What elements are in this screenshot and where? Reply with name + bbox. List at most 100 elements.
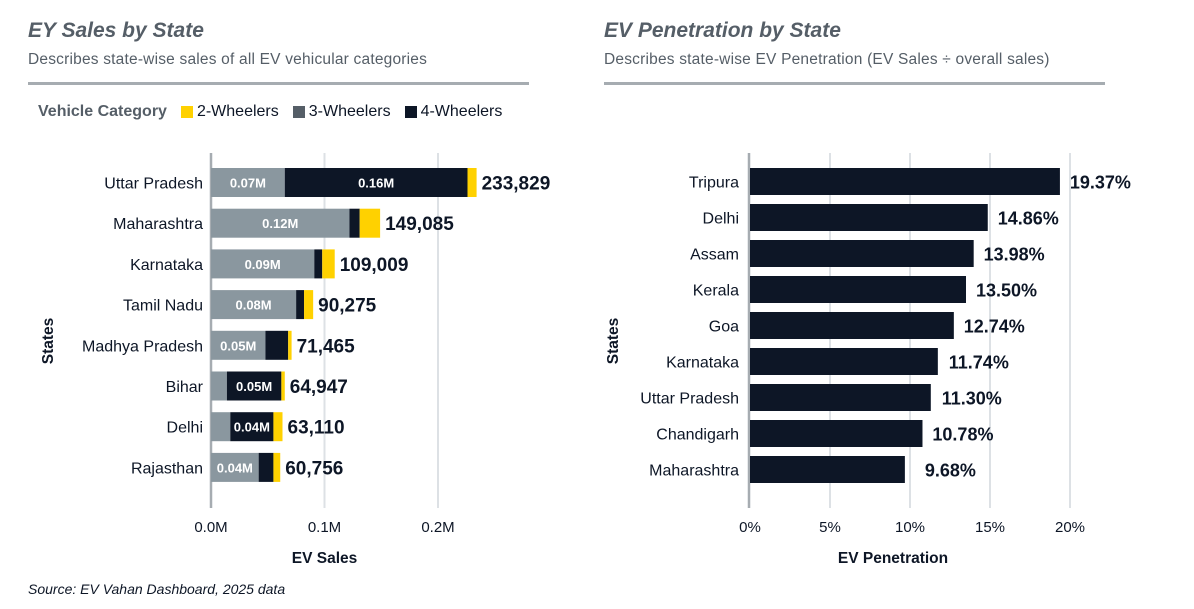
category-label: Maharashtra: [649, 463, 739, 480]
x-tick-label: 10%: [895, 519, 925, 536]
category-label: Goa: [709, 319, 739, 336]
bar-data-label: 9.68%: [925, 461, 976, 481]
bar-total-label: 64,947: [290, 377, 348, 398]
legend-item-3-wheelers[interactable]: 3-Wheelers: [292, 103, 391, 121]
category-label: Karnataka: [666, 355, 739, 372]
x-axis-title: EV Penetration: [838, 550, 948, 567]
y-axis-title: States: [40, 318, 57, 365]
legend-item-2-wheelers[interactable]: 2-Wheelers: [180, 103, 279, 121]
bar-segment-2-wheelers: [288, 330, 292, 360]
bar-segment-2-wheelers: [467, 168, 477, 197]
bar-data-label: 0.05M: [236, 379, 272, 394]
bar: [750, 420, 923, 447]
bar-total-label: 63,110: [288, 418, 345, 439]
bar-data-label: 0.05M: [220, 338, 256, 353]
category-label: Chandigarh: [656, 427, 739, 444]
sales-legend: Vehicle Category 2-Wheelers 3-Wheelers 4…: [38, 103, 516, 121]
bar-data-label: 0.07M: [230, 176, 266, 191]
legend-swatch-4-wheelers: [404, 106, 417, 118]
bar-segment-4-wheelers: [296, 290, 305, 320]
bar: [750, 456, 905, 483]
x-tick-label: 15%: [975, 519, 1005, 536]
bar-segment-3-wheelers: [211, 249, 315, 279]
bar-segment-3-wheelers: [211, 452, 259, 482]
bar-total-label: 71,465: [297, 336, 356, 357]
bar-data-label: 0.12M: [262, 216, 298, 231]
category-label: Tripura: [689, 175, 739, 192]
legend-title: Vehicle Category: [38, 103, 167, 120]
bar-segment-4-wheelers: [314, 249, 323, 279]
bar-data-label: 11.74%: [949, 353, 1009, 373]
bar-data-label: 0.16M: [358, 176, 394, 191]
bar: [750, 348, 938, 375]
x-tick-label: 0.1M: [308, 519, 341, 536]
category-label: Karnataka: [130, 257, 203, 274]
bar-segment-3-wheelers: [211, 412, 231, 442]
sales-title-rule: [28, 82, 529, 85]
bar-segment-2-wheelers: [281, 371, 285, 401]
bar-data-label: 0.08M: [235, 298, 271, 313]
bar-segment-4-wheelers: [265, 330, 289, 360]
x-tick-label: 0%: [739, 519, 761, 536]
bar-data-label: 11.30%: [942, 389, 1002, 409]
bar-data-label: 13.50%: [976, 281, 1037, 301]
category-label: Delhi: [703, 211, 739, 228]
category-label: Maharashtra: [113, 216, 203, 233]
bar-segment-4-wheelers: [349, 208, 360, 238]
source-note: Source: EV Vahan Dashboard, 2025 data: [28, 581, 286, 597]
x-axis-title: EV Sales: [292, 550, 358, 567]
category-label: Assam: [690, 247, 739, 264]
bar-segment-4-wheelers: [230, 412, 274, 442]
category-label: Madhya Pradesh: [82, 338, 203, 355]
bar-segment-2-wheelers: [273, 452, 281, 482]
sales-chart-subtitle: Describes state-wise sales of all EV veh…: [28, 51, 428, 68]
bar-segment-3-wheelers: [211, 290, 297, 320]
sales-chart: 0.0M 0.1M 0.2M EV Sales States Uttar Pradesh 0…: [40, 153, 551, 567]
legend-swatch-3-wheelers: [292, 106, 305, 118]
bar-data-label: 13.98%: [984, 245, 1045, 265]
x-tick-label: 5%: [819, 519, 841, 536]
category-label: Tamil Nadu: [123, 298, 203, 315]
penetration-title-rule: [604, 82, 1105, 85]
x-tick-label: 0.0M: [194, 519, 227, 536]
sales-chart-title: EY Sales by State: [28, 19, 204, 42]
bar-segment-3-wheelers: [211, 208, 350, 238]
y-axis-title: States: [605, 318, 622, 365]
bar-data-label: 12.74%: [964, 317, 1025, 337]
bar: [750, 276, 966, 303]
legend-label: 2-Wheelers: [196, 103, 279, 120]
category-label: Kerala: [693, 283, 739, 300]
bar-segment-3-wheelers: [211, 371, 227, 401]
bar-segment-2-wheelers: [322, 249, 335, 279]
bar-segment-4-wheelers: [284, 168, 468, 197]
bar-total-label: 109,009: [340, 255, 409, 276]
bar: [750, 384, 931, 411]
bar-segment-3-wheelers: [211, 168, 285, 197]
legend-item-4-wheelers[interactable]: 4-Wheelers: [404, 103, 503, 121]
bar-total-label: 233,829: [482, 174, 551, 195]
legend-label: 4-Wheelers: [420, 103, 503, 120]
bar: [750, 168, 1060, 195]
bar-data-label: 14.86%: [998, 209, 1059, 229]
x-tick-label: 0.2M: [421, 519, 454, 536]
bar-segment-2-wheelers: [273, 412, 283, 442]
bar-total-label: 149,085: [385, 214, 454, 235]
bar-segment-4-wheelers: [226, 371, 282, 401]
penetration-chart-title: EV Penetration by State: [604, 19, 841, 42]
bar-total-label: 90,275: [318, 296, 377, 317]
bar: [750, 240, 974, 267]
category-label: Uttar Pradesh: [104, 176, 203, 193]
bar: [750, 312, 954, 339]
bar-total-label: 60,756: [285, 458, 343, 479]
bar-data-label: 0.04M: [217, 460, 253, 475]
penetration-chart-subtitle: Describes state-wise EV Penetration (EV …: [604, 51, 1050, 68]
bar-data-label: 0.09M: [245, 257, 281, 272]
bar-data-label: 0.04M: [234, 420, 270, 435]
bar-data-label: 19.37%: [1070, 173, 1131, 193]
category-label: Uttar Pradesh: [640, 391, 739, 408]
category-label: Rajasthan: [131, 460, 203, 477]
bar-data-label: 10.78%: [932, 425, 993, 445]
bar: [750, 204, 988, 231]
bar-segment-4-wheelers: [258, 452, 274, 482]
